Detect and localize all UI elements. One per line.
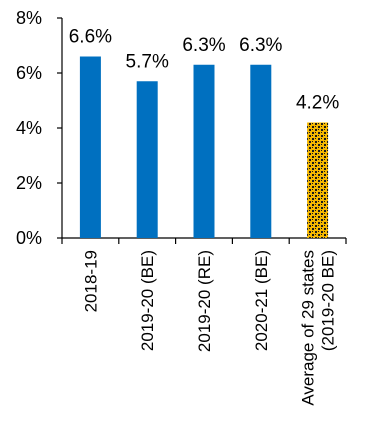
data-label: 4.2%: [296, 93, 339, 114]
data-label: 6.3%: [239, 35, 282, 56]
bar: [307, 122, 329, 238]
category-label: 2020-21 (BE): [252, 250, 271, 351]
data-label: 6.6%: [69, 27, 112, 48]
category-label: 2018-19: [81, 250, 100, 312]
y-tick-label: 4%: [16, 118, 42, 138]
axes: 0% 2% 4% 6% 8%: [16, 8, 347, 248]
category-labels: 2018-19 2019-20 (BE) 2019-20 (RE) 2020-21 (…: [81, 250, 337, 406]
y-tick-label: 6%: [16, 63, 42, 83]
data-label: 5.7%: [126, 51, 169, 72]
y-tick-label: 8%: [16, 8, 42, 28]
data-label: 6.3%: [182, 35, 225, 56]
bar: [79, 56, 101, 238]
category-label: 2019-20 (BE): [138, 250, 157, 351]
category-label: (2019-20 BE): [319, 250, 338, 351]
bars: [79, 56, 329, 238]
data-labels: 6.6% 5.7% 6.3% 6.3% 4.2%: [69, 27, 340, 114]
y-tick-label: 0%: [16, 228, 42, 248]
bar: [193, 64, 215, 238]
category-label: Average of 29 states: [299, 250, 318, 406]
category-label: 2019-20 (RE): [195, 250, 214, 352]
bar: [136, 81, 158, 238]
y-tick-label: 2%: [16, 173, 42, 193]
bar: [250, 64, 272, 238]
